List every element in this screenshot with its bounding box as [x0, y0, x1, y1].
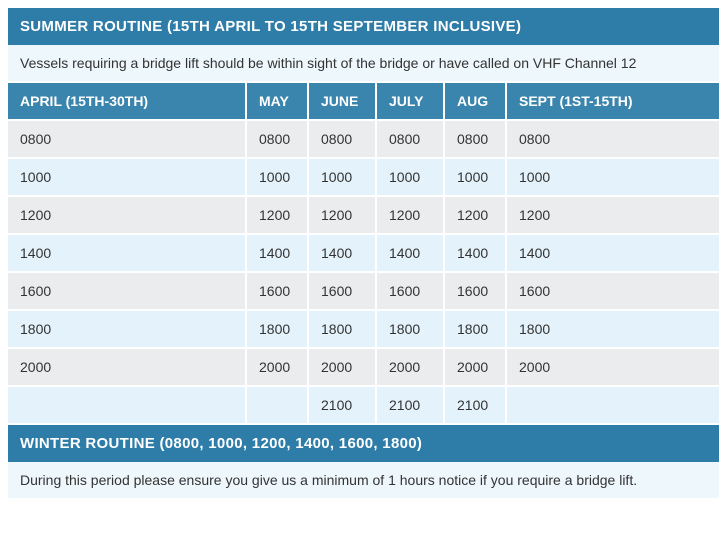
cell: 1600 [8, 272, 246, 310]
cell: 1800 [8, 310, 246, 348]
cell: 1000 [444, 158, 506, 196]
cell: 1000 [246, 158, 308, 196]
table-row: 1200 1200 1200 1200 1200 1200 [8, 196, 719, 234]
cell: 0800 [8, 120, 246, 158]
cell: 1600 [376, 272, 444, 310]
cell: 1600 [308, 272, 376, 310]
cell: 1400 [444, 234, 506, 272]
winter-note: During this period please ensure you giv… [8, 462, 719, 499]
cell: 2000 [506, 348, 719, 386]
cell: 2000 [308, 348, 376, 386]
table-row: 0800 0800 0800 0800 0800 0800 [8, 120, 719, 158]
cell: 1200 [376, 196, 444, 234]
cell: 1200 [246, 196, 308, 234]
cell: 2000 [246, 348, 308, 386]
cell: 1200 [506, 196, 719, 234]
summer-header-row: APRIL (15TH-30TH) MAY JUNE JULY AUG SEPT… [8, 82, 719, 120]
cell: 1000 [376, 158, 444, 196]
cell: 2000 [376, 348, 444, 386]
cell: 1200 [8, 196, 246, 234]
cell: 0800 [246, 120, 308, 158]
cell: 1000 [506, 158, 719, 196]
table-row: 2000 2000 2000 2000 2000 2000 [8, 348, 719, 386]
cell: 1800 [506, 310, 719, 348]
cell [506, 386, 719, 424]
cell: 1000 [8, 158, 246, 196]
cell: 2000 [8, 348, 246, 386]
cell: 0800 [506, 120, 719, 158]
col-header-april: APRIL (15TH-30TH) [8, 82, 246, 120]
cell: 1800 [308, 310, 376, 348]
table-row: 2100 2100 2100 [8, 386, 719, 424]
table-row: 1800 1800 1800 1800 1800 1800 [8, 310, 719, 348]
cell: 2100 [444, 386, 506, 424]
summer-title-row: SUMMER ROUTINE (15TH APRIL TO 15TH SEPTE… [8, 8, 719, 45]
cell: 1600 [506, 272, 719, 310]
cell: 0800 [376, 120, 444, 158]
cell: 1600 [246, 272, 308, 310]
cell: 1400 [246, 234, 308, 272]
table-row: 1600 1600 1600 1600 1600 1600 [8, 272, 719, 310]
cell: 1800 [376, 310, 444, 348]
cell: 1200 [308, 196, 376, 234]
table-row: 1000 1000 1000 1000 1000 1000 [8, 158, 719, 196]
cell: 1800 [444, 310, 506, 348]
winter-title-row: WINTER ROUTINE (0800, 1000, 1200, 1400, … [8, 424, 719, 462]
cell: 0800 [308, 120, 376, 158]
cell [246, 386, 308, 424]
cell: 1400 [376, 234, 444, 272]
bridge-lift-schedule: SUMMER ROUTINE (15TH APRIL TO 15TH SEPTE… [8, 8, 719, 500]
col-header-june: JUNE [308, 82, 376, 120]
col-header-aug: AUG [444, 82, 506, 120]
cell: 2000 [444, 348, 506, 386]
col-header-may: MAY [246, 82, 308, 120]
col-header-july: JULY [376, 82, 444, 120]
cell: 1400 [506, 234, 719, 272]
cell: 1800 [246, 310, 308, 348]
cell: 1200 [444, 196, 506, 234]
winter-note-row: During this period please ensure you giv… [8, 462, 719, 499]
table-row: 1400 1400 1400 1400 1400 1400 [8, 234, 719, 272]
cell: 2100 [376, 386, 444, 424]
summer-title: SUMMER ROUTINE (15TH APRIL TO 15TH SEPTE… [8, 8, 719, 45]
summer-note-row: Vessels requiring a bridge lift should b… [8, 45, 719, 82]
winter-title: WINTER ROUTINE (0800, 1000, 1200, 1400, … [8, 424, 719, 462]
cell: 1400 [308, 234, 376, 272]
cell: 1400 [8, 234, 246, 272]
cell: 0800 [444, 120, 506, 158]
col-header-sept: SEPT (1ST-15TH) [506, 82, 719, 120]
cell [8, 386, 246, 424]
cell: 1600 [444, 272, 506, 310]
cell: 1000 [308, 158, 376, 196]
cell: 2100 [308, 386, 376, 424]
summer-note: Vessels requiring a bridge lift should b… [8, 45, 719, 82]
